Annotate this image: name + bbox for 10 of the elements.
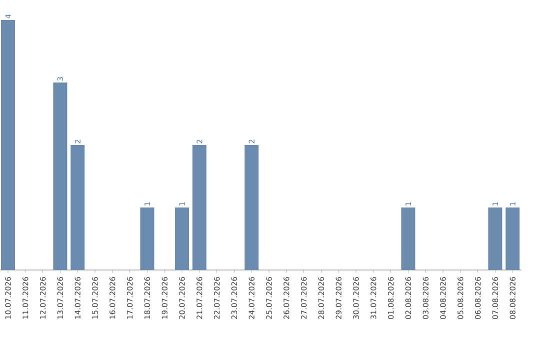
bar xyxy=(401,208,416,270)
bar xyxy=(140,208,154,270)
bar xyxy=(1,20,16,270)
bar xyxy=(175,208,189,270)
bar xyxy=(506,208,520,270)
bar xyxy=(53,82,68,270)
bar xyxy=(244,145,259,270)
bar xyxy=(70,145,85,270)
bar xyxy=(488,208,502,270)
bar xyxy=(192,145,206,270)
